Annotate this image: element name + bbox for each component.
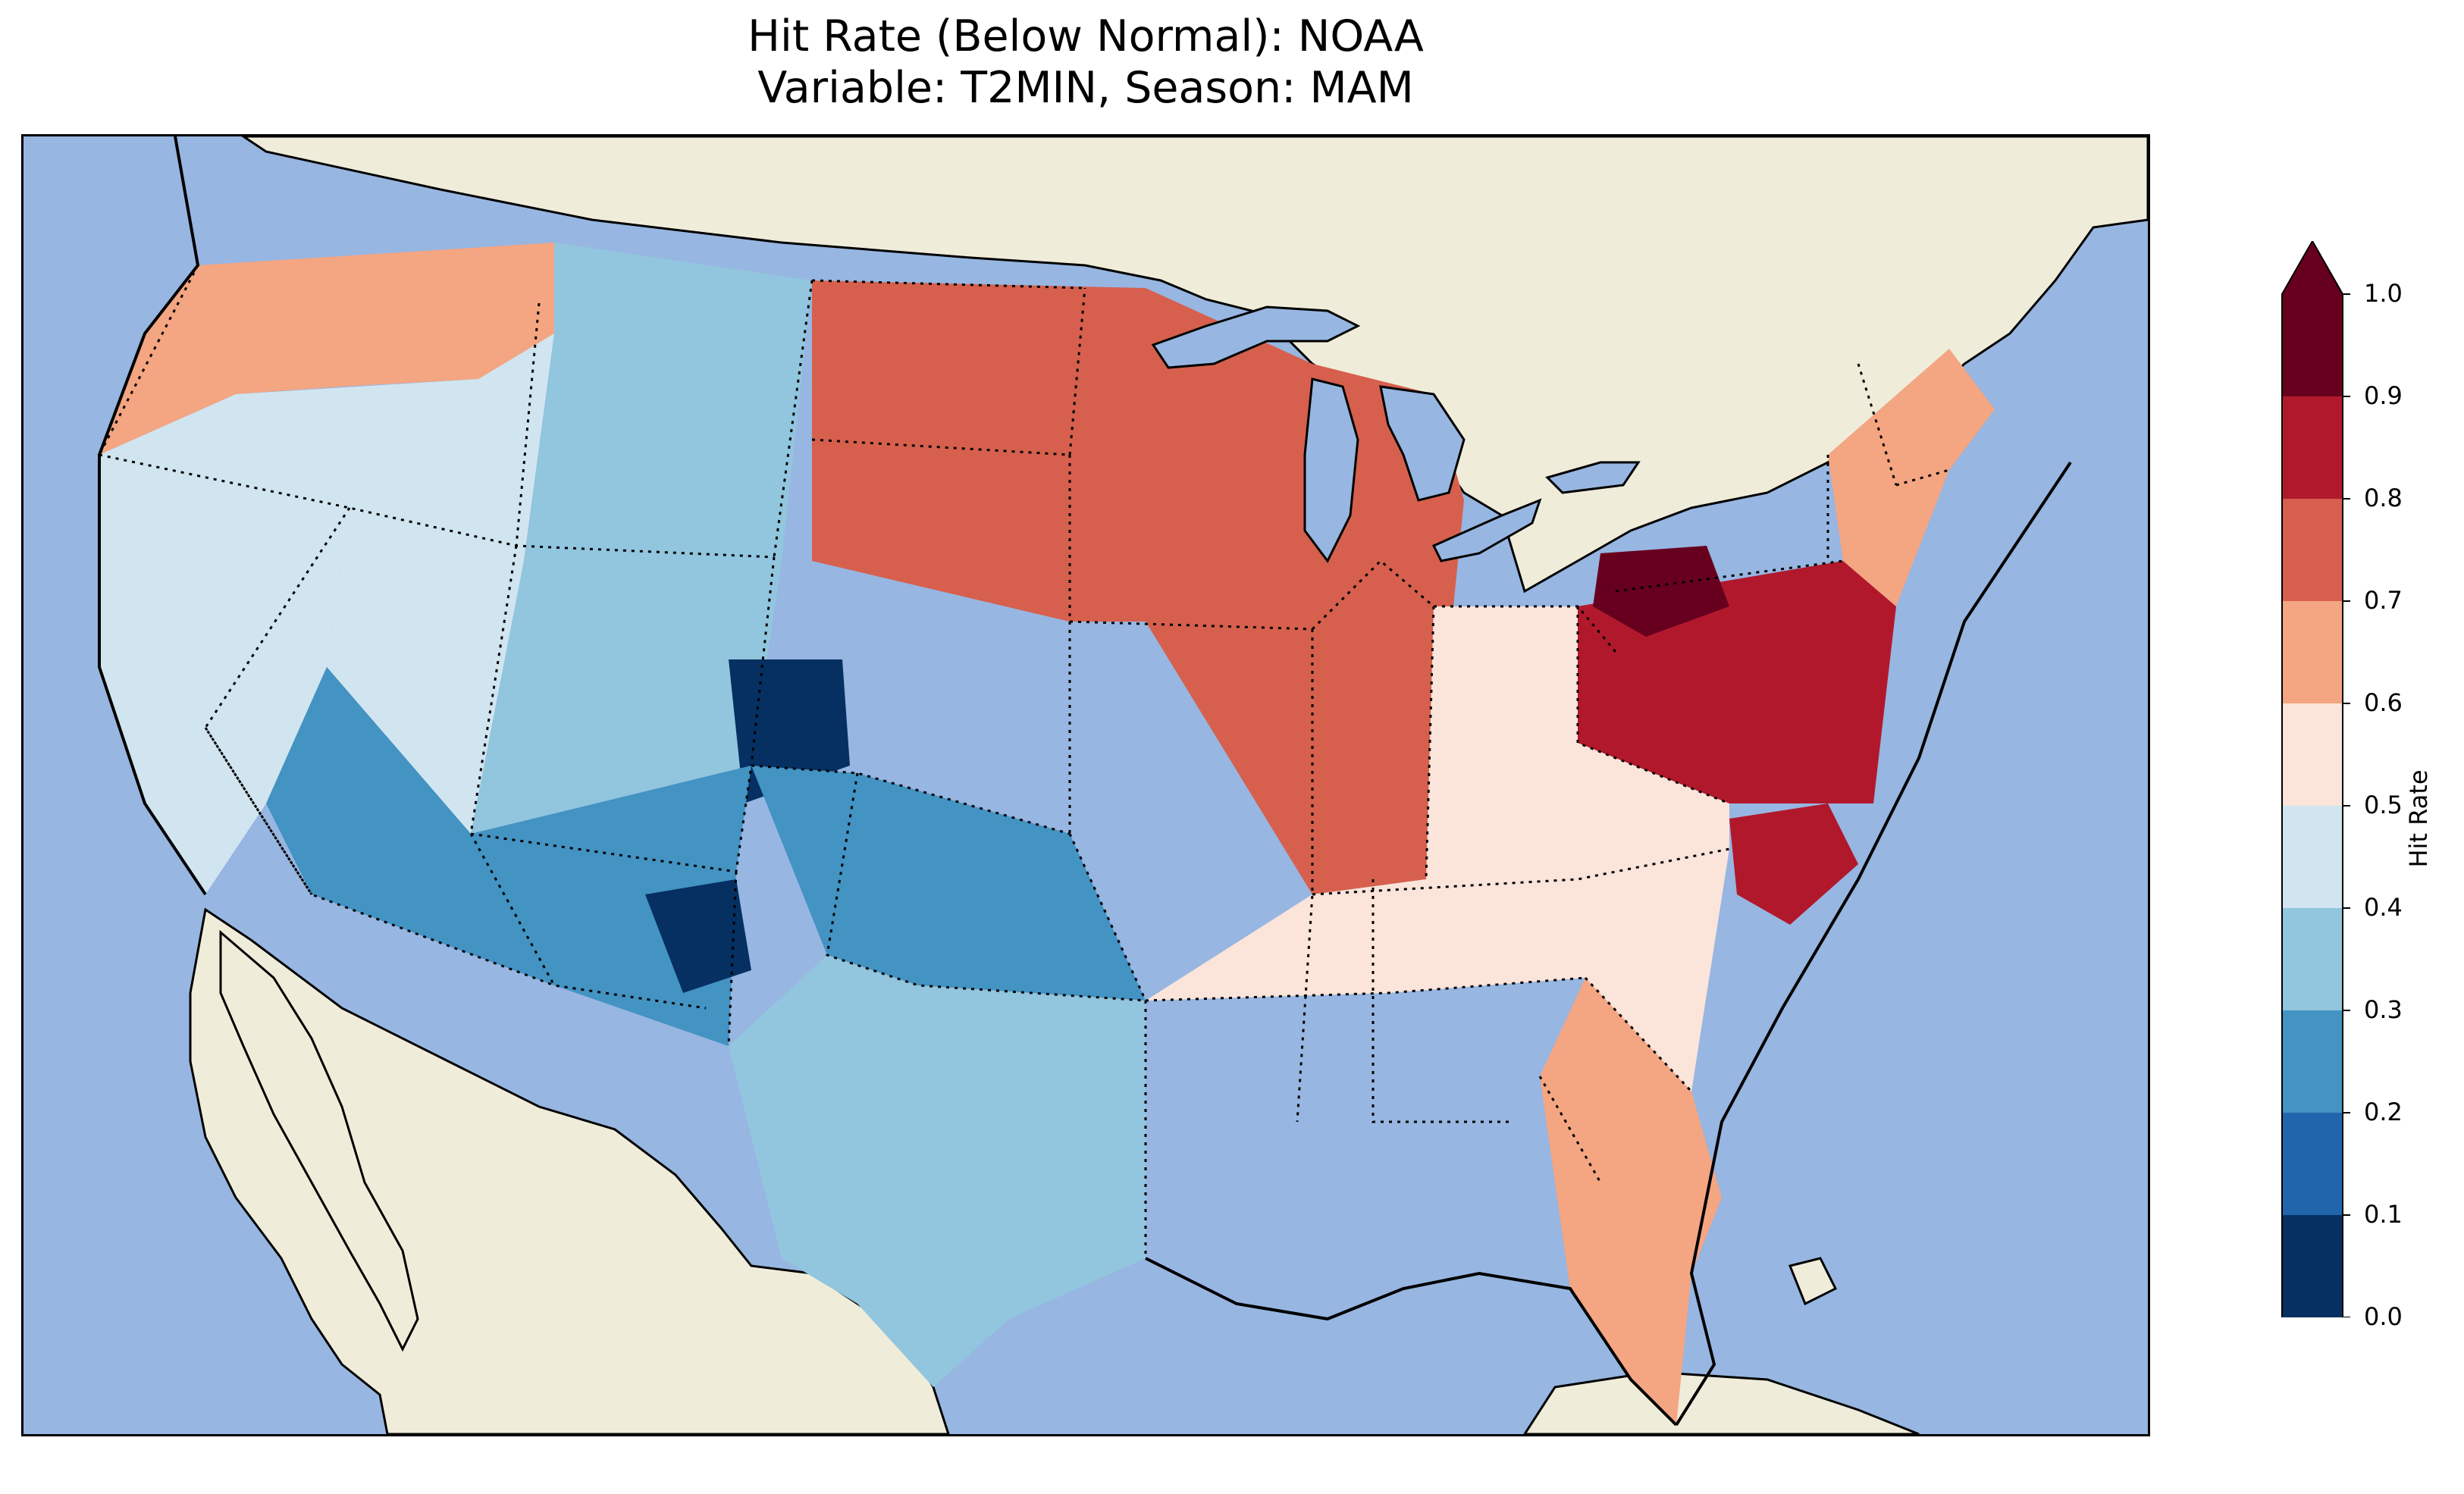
region-pacific-northwest [99,243,554,455]
tick-0-0: 0.0 [2364,1302,2403,1331]
tick-0-3: 0.3 [2364,995,2403,1024]
chart-title: Hit Rate (Below Normal): NOAA Variable: … [21,11,2150,114]
baja-peninsula [219,929,419,1352]
colorbar-segment-0 [2282,1215,2343,1318]
region-rocky-mountains [471,243,812,834]
region-new-england [1828,349,1995,606]
tick-0-1: 0.1 [2364,1200,2403,1229]
tick-0-9: 0.9 [2364,381,2403,410]
hit-rate-field [99,243,1995,1425]
tick-1-0: 1.0 [2364,279,2403,308]
region-ohio-valley [1312,606,1729,894]
lake-huron [1379,385,1466,502]
region-southeast [1146,849,1729,1092]
colorbar-segment-6 [2282,601,2343,704]
region-southwest [266,667,751,1046]
tick-0-2: 0.2 [2364,1098,2403,1126]
title-line-1: Hit Rate (Below Normal): NOAA [748,11,1424,61]
lake-michigan [1303,377,1359,563]
map-canvas [98,136,2148,1434]
cuba-island [1523,1370,1920,1434]
tick-0-5: 0.5 [2364,791,2403,819]
colorbar-swatches [2281,239,2350,1373]
colorbar-segment-9 [2282,294,2343,397]
region-florida [1540,978,1722,1425]
region-great-basin [236,334,554,834]
lake-superior [1151,305,1361,369]
canada-land [241,136,2148,594]
region-north-carolina-coast [1729,803,1858,925]
colorbar-segment-3 [2282,908,2343,1011]
region-upper-midwest [1146,288,1464,894]
tick-0-7: 0.7 [2364,586,2403,615]
region-southern-plains [751,766,1146,1001]
map-panel [21,134,2150,1436]
title-line-2: Variable: T2MIN, Season: MAM [757,63,1414,113]
colorbar-extend-max [2282,241,2343,294]
colorbar-segment-4 [2282,806,2343,909]
region-new-mexico-core [645,879,751,993]
lake-erie [1431,498,1542,562]
tick-0-4: 0.4 [2364,893,2403,922]
colorbar-segment-8 [2282,396,2343,500]
colorbar [2274,239,2350,1373]
tick-0-6: 0.6 [2364,688,2403,717]
colorbar-segment-1 [2282,1113,2343,1216]
bahamas-island [1788,1257,1838,1306]
lake-ontario [1545,461,1641,494]
colorbar-label: Hit Rate [2404,769,2433,868]
region-pennsylvania-core [1593,546,1729,637]
coastlines [98,136,2072,1427]
state-boundaries [98,265,1950,1258]
region-west-coast [99,394,350,894]
region-texas [729,955,1146,1387]
colorbar-segment-5 [2282,703,2343,807]
colorbar-segment-2 [2282,1010,2343,1113]
tick-0-8: 0.8 [2364,484,2403,512]
colorbar-segment-7 [2282,499,2343,602]
region-northern-plains [812,280,1146,622]
